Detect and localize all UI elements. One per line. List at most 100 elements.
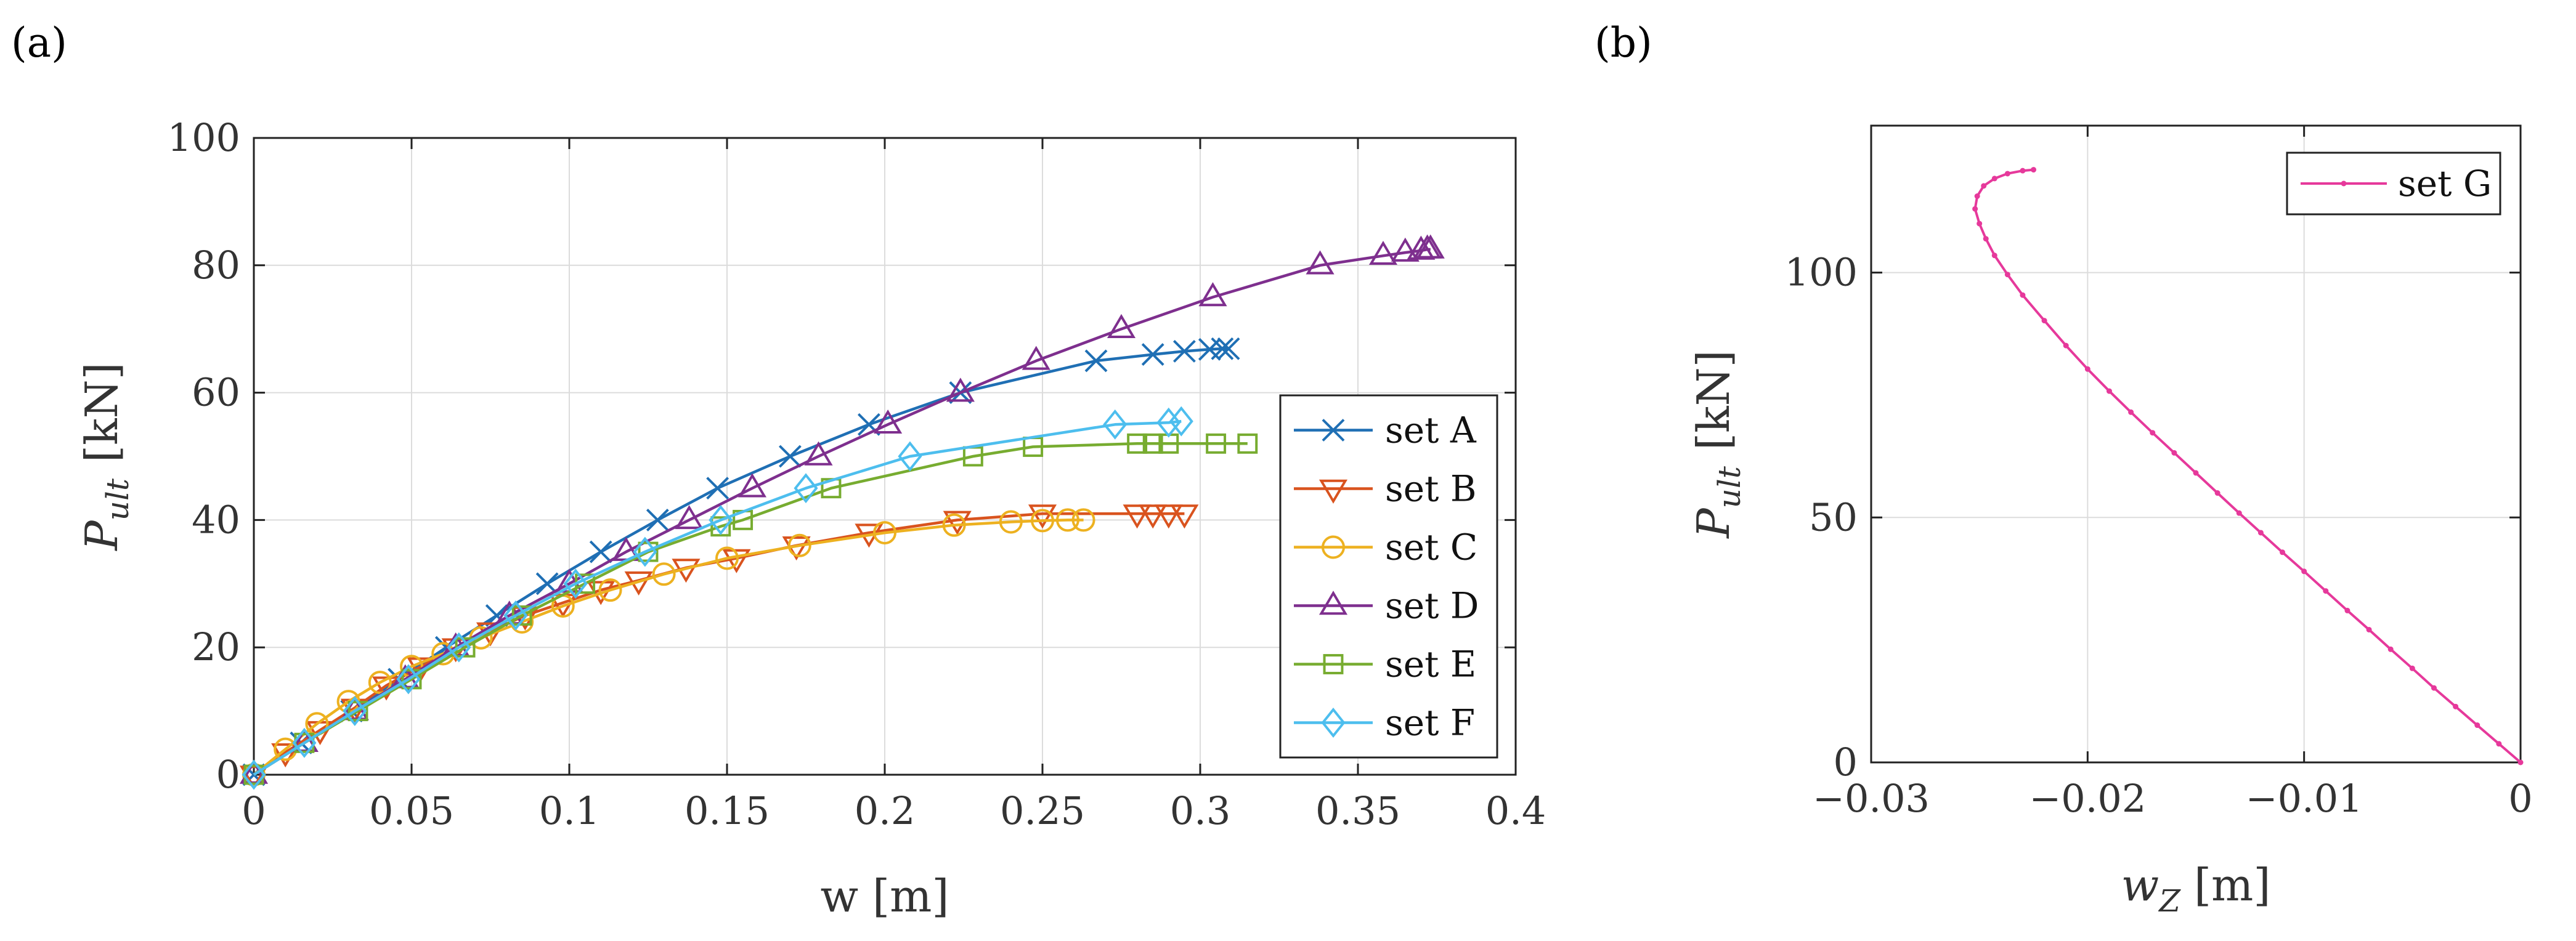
panel-b-point-set-g [2031, 167, 2036, 173]
panel-b-x-tick-label: −0.03 [1813, 776, 1930, 821]
panel-a-legend-label-set-e: set E [1385, 644, 1476, 685]
panel-a-point-set-d [804, 441, 833, 466]
panel-a-point-set-d [946, 378, 975, 402]
panel-a-point-set-c [1055, 508, 1079, 532]
panel-b-point-set-g [2257, 530, 2264, 536]
panel-b-point-set-g [1983, 236, 1989, 242]
panel-a-legend-label-set-a: set A [1385, 410, 1477, 451]
panel-a-legend-label-set-f: set F [1385, 702, 1475, 744]
panel-a-point-set-b [722, 549, 751, 573]
panel-a-point-set-f [1169, 406, 1193, 437]
panel-a-point-set-b [1028, 504, 1057, 529]
panel-b-point-set-g [2193, 470, 2199, 476]
panel-a-point-set-c [1031, 509, 1054, 533]
panel-b-point-set-g [2236, 510, 2242, 516]
panel-b-point-set-g [2214, 490, 2220, 496]
panel-a-point-set-a [1217, 337, 1240, 360]
panel-a-point-set-d [1391, 237, 1420, 262]
panel-b-y-title-unit: [kN] [1688, 350, 1739, 450]
panel-a-x-tick-label: 0.4 [1485, 788, 1546, 833]
panel-b-legend-marker-set-g [2341, 180, 2347, 187]
panel-a-label: (a) [11, 19, 67, 67]
panel-b-point-set-g [2387, 646, 2394, 652]
panel-b-axes-box [1870, 124, 2522, 764]
panel-a-x-tick-label: 0.2 [855, 788, 916, 833]
panel-b-legend: set G [2286, 151, 2501, 216]
panel-a-point-set-f [343, 696, 367, 727]
panel-a-point-set-d [1368, 240, 1398, 265]
panel-a-point-set-e [1127, 433, 1148, 454]
panel-a-legend-marker-set-c [1322, 535, 1345, 559]
panel-b-point-set-g [2128, 409, 2134, 415]
panel-a-point-set-d [1306, 250, 1335, 275]
panel-a-point-set-b [1170, 504, 1199, 529]
panel-a-point-set-c [1071, 508, 1095, 532]
panel-a-point-set-d [874, 409, 903, 434]
panel-a-point-set-c [598, 578, 622, 602]
panel-a-point-set-a [589, 540, 612, 563]
panel-a-legend-marker-set-e [1323, 654, 1344, 674]
panel-b-point-set-g [2453, 703, 2459, 709]
panel-a-point-set-a [646, 508, 669, 531]
panel-a-y-tick-label: 80 [192, 243, 240, 288]
panel-a-line-set-d [253, 248, 1431, 776]
panel-a-series-set-f [242, 406, 1193, 790]
panel-b-point-set-g [2344, 607, 2350, 613]
panel-a-point-set-d [737, 473, 767, 498]
panel-a-legend-entry-set-a: set A [1294, 410, 1477, 451]
panel-a-legend-marker-set-d [1318, 591, 1348, 615]
panel-a-point-set-f [794, 473, 818, 504]
panel-b-point-set-g [2366, 626, 2372, 632]
panel-b-point-set-g [2431, 685, 2437, 691]
panel-a-point-set-e [1142, 433, 1163, 454]
panel-a-line-chart: (a) 0 0.05 0.1 0.15 0.2 0.25 0.3 0.35 0.4 0 20 40 60… [11, 19, 1546, 922]
panel-b-series-set-g [1972, 167, 2524, 765]
panel-a-legend-label-set-d: set D [1385, 585, 1479, 627]
panel-b-series [1972, 167, 2524, 765]
panel-a-legend-entry-set-b: set B [1294, 468, 1476, 510]
panel-a-point-set-b [1139, 504, 1168, 529]
panel-a-point-set-f [563, 568, 588, 599]
panel-a-line-set-f [253, 419, 1182, 776]
panel-b-y-title-sub: ult [1712, 466, 1747, 508]
panel-a-x-tick-label: 0.05 [369, 788, 454, 833]
panel-b-plot-area [1871, 126, 2521, 762]
panel-b-y-title-main: P [1688, 507, 1739, 539]
panel-a-y-title-unit: [kN] [76, 362, 128, 462]
panel-a-point-set-e [1237, 433, 1258, 454]
panel-a-legend-entry-set-f: set F [1294, 702, 1475, 744]
panel-a-point-set-e [710, 516, 731, 537]
panel-a-y-tick-label: 20 [192, 624, 240, 669]
panel-b-y-axis-title: Pult [kN] [1688, 350, 1747, 539]
panel-a-x-tick-label: 0.15 [685, 788, 770, 833]
panel-b-point-set-g [2517, 759, 2524, 765]
panel-a-point-set-d [1407, 235, 1436, 260]
panel-a-point-set-a [1172, 339, 1196, 363]
panel-a-legend-marker-set-f [1321, 708, 1346, 738]
panel-b-x-title-unit: [m] [2194, 859, 2270, 911]
svg-text:Pult[kN]: Pult [kN] [1688, 350, 1747, 539]
panel-b-point-set-g [2004, 272, 2010, 278]
panel-a-point-set-b [1154, 504, 1183, 529]
panel-a-point-set-f [709, 504, 733, 535]
panel-a-x-tick-label: 0.35 [1315, 788, 1400, 833]
panel-b-point-set-g [2004, 171, 2010, 177]
panel-a-point-set-a [1211, 337, 1234, 360]
panel-b-point-set-g [2063, 342, 2069, 349]
panel-a-point-set-d [1198, 282, 1227, 307]
panel-a-point-set-e [1206, 433, 1227, 454]
panel-b-x-title-main: w [2121, 859, 2160, 911]
panel-a-legend-marker-set-a [1322, 419, 1345, 442]
panel-b-point-set-g [2106, 388, 2112, 394]
panel-a-series [239, 234, 1445, 790]
panel-a-point-set-c [368, 671, 392, 695]
panel-b-point-set-g [2150, 430, 2156, 436]
panel-b-x-tick-label: −0.01 [2246, 776, 2363, 821]
panel-b-point-set-g [2171, 450, 2177, 456]
panel-b-line-chart: (b) −0.03 −0.02 −0.01 0 0 50 100 wZ [m] Pult [kN… [1595, 19, 2533, 919]
panel-a-point-set-f [242, 759, 266, 790]
panel-a-y-axis-title: Pult [kN] [76, 362, 136, 552]
panel-a-point-set-c [942, 513, 966, 537]
panel-a-y-tick-label: 100 [168, 115, 240, 160]
